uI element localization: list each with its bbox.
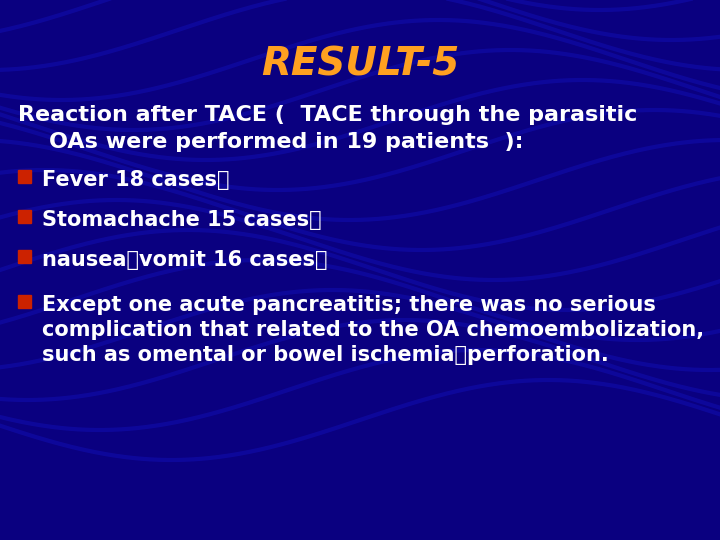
Text: Reaction after TACE (  TACE through the parasitic: Reaction after TACE ( TACE through the p… [18, 105, 637, 125]
Text: OAs were performed in 19 patients  ):: OAs were performed in 19 patients ): [18, 132, 523, 152]
Text: Fever 18 cases；: Fever 18 cases； [42, 170, 230, 190]
Bar [18, 294, 31, 307]
Text: nausea、vomit 16 cases；: nausea、vomit 16 cases； [42, 250, 328, 270]
Bar [18, 249, 31, 262]
Text: Stomachache 15 cases；: Stomachache 15 cases； [42, 210, 322, 230]
Bar [18, 210, 31, 222]
Bar [18, 170, 31, 183]
Text: such as omental or bowel ischemia、perforation.: such as omental or bowel ischemia、perfor… [42, 345, 608, 365]
Text: RESULT-5: RESULT-5 [261, 45, 459, 83]
Text: complication that related to the OA chemoembolization,: complication that related to the OA chem… [42, 320, 704, 340]
Text: Except one acute pancreatitis; there was no serious: Except one acute pancreatitis; there was… [42, 295, 656, 315]
